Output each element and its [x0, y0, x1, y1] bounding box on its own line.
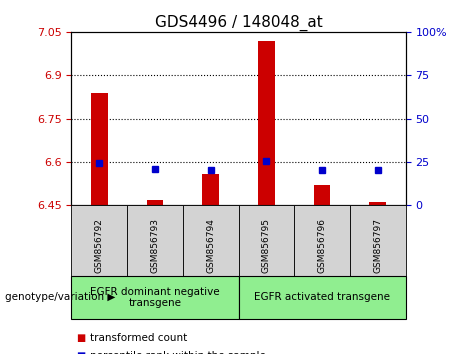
Text: EGFR dominant negative
transgene: EGFR dominant negative transgene [90, 286, 220, 308]
Text: transformed count: transformed count [90, 333, 187, 343]
Text: GSM856792: GSM856792 [95, 218, 104, 273]
Bar [202, 173, 219, 205]
Text: EGFR activated transgene: EGFR activated transgene [254, 292, 390, 302]
Text: GSM856796: GSM856796 [318, 218, 327, 273]
Text: GSM856795: GSM856795 [262, 218, 271, 273]
Title: GDS4496 / 148048_at: GDS4496 / 148048_at [155, 14, 322, 30]
Bar [314, 185, 331, 205]
Text: ■: ■ [76, 333, 85, 343]
Bar [369, 202, 386, 205]
Bar [147, 200, 163, 205]
Text: ■: ■ [76, 351, 85, 354]
Text: percentile rank within the sample: percentile rank within the sample [90, 351, 266, 354]
Text: GSM856797: GSM856797 [373, 218, 382, 273]
Bar [91, 93, 108, 205]
Bar [258, 41, 275, 205]
Text: GSM856793: GSM856793 [150, 218, 160, 273]
Text: genotype/variation ▶: genotype/variation ▶ [5, 292, 115, 302]
Text: GSM856794: GSM856794 [206, 218, 215, 273]
